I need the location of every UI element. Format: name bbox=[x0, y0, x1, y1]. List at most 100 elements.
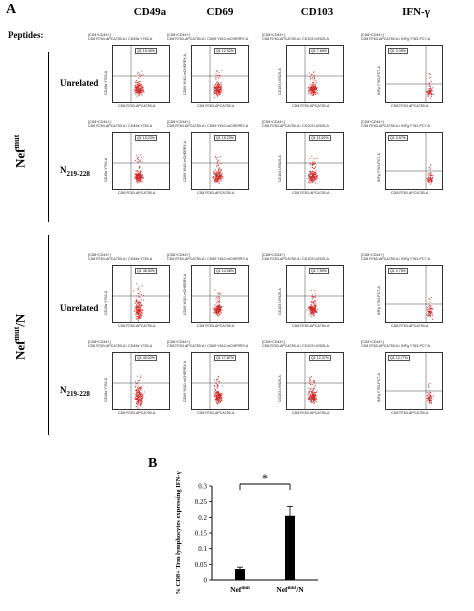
event-point bbox=[217, 394, 219, 396]
event-point bbox=[427, 311, 430, 313]
event-point bbox=[135, 298, 137, 300]
event-point bbox=[429, 92, 431, 94]
event-point bbox=[136, 182, 138, 184]
event-point bbox=[427, 398, 429, 400]
event-point bbox=[219, 91, 221, 93]
event-point bbox=[135, 307, 137, 309]
event-point bbox=[142, 294, 144, 296]
event-point bbox=[429, 305, 431, 307]
event-point bbox=[307, 396, 309, 398]
plot-x-label: CD8 R763-APCA750-A bbox=[197, 191, 235, 195]
event-point bbox=[214, 83, 216, 85]
event-point bbox=[215, 93, 218, 95]
event-point bbox=[138, 391, 140, 393]
event-point bbox=[221, 174, 223, 176]
event-point bbox=[220, 179, 222, 181]
plot-gate-title: [CD8+CD44+] CD8 R763-APCA750-A / INFg Y76… bbox=[361, 33, 430, 41]
event-point bbox=[312, 161, 314, 163]
event-point bbox=[432, 315, 434, 317]
event-point bbox=[219, 93, 221, 95]
event-point bbox=[314, 163, 317, 165]
event-point bbox=[140, 402, 142, 404]
event-point bbox=[135, 174, 137, 176]
event-point bbox=[137, 90, 139, 92]
event-point bbox=[138, 85, 140, 87]
event-point bbox=[307, 175, 310, 177]
event-point bbox=[216, 311, 218, 313]
event-point bbox=[433, 93, 435, 95]
event-point bbox=[136, 170, 138, 172]
event-point bbox=[135, 394, 138, 396]
event-point bbox=[430, 93, 432, 95]
event-point bbox=[135, 301, 137, 303]
event-point bbox=[308, 174, 310, 176]
event-point bbox=[136, 310, 138, 312]
event-point bbox=[217, 398, 219, 400]
event-point bbox=[215, 172, 217, 174]
event-point bbox=[310, 89, 313, 91]
event-point bbox=[218, 169, 220, 171]
event-point bbox=[215, 308, 217, 310]
event-point bbox=[215, 90, 217, 92]
event-point bbox=[216, 90, 218, 92]
event-point bbox=[137, 158, 139, 161]
bar bbox=[285, 515, 295, 580]
event-point bbox=[217, 315, 219, 317]
event-point bbox=[216, 387, 218, 389]
event-point bbox=[141, 394, 143, 396]
event-point bbox=[310, 306, 312, 309]
event-point bbox=[217, 70, 219, 72]
event-point bbox=[427, 180, 429, 182]
event-point bbox=[316, 157, 318, 159]
event-point bbox=[427, 92, 429, 94]
event-point bbox=[310, 309, 312, 311]
event-point bbox=[314, 398, 316, 400]
event-point bbox=[220, 312, 222, 314]
event-point bbox=[221, 85, 223, 88]
event-point bbox=[134, 396, 136, 398]
plot-gate: [CD8+CD44+] bbox=[88, 253, 111, 257]
plot-title: CD8 R763-APCA750-A / INFg Y763-PC7-A bbox=[361, 257, 431, 262]
event-point bbox=[138, 289, 140, 291]
event-point bbox=[139, 386, 141, 389]
event-point bbox=[136, 177, 138, 179]
event-point bbox=[429, 168, 431, 170]
event-point bbox=[215, 178, 217, 180]
event-point bbox=[218, 85, 220, 87]
event-point bbox=[312, 76, 314, 78]
event-point bbox=[312, 94, 315, 96]
plot-y-label: INFg Y763-PC7-A bbox=[377, 286, 381, 315]
event-point bbox=[139, 73, 141, 75]
event-point bbox=[310, 305, 312, 307]
plot-title: CD8 R763-APCA750-A / CD69 Y610-mCHERRY-A bbox=[167, 257, 249, 262]
event-point bbox=[310, 77, 312, 79]
event-point bbox=[139, 296, 141, 298]
event-point bbox=[428, 401, 430, 403]
event-point bbox=[214, 386, 216, 388]
event-point bbox=[430, 76, 432, 78]
plot-area: Q1 12,02% bbox=[191, 45, 249, 103]
event-point bbox=[314, 384, 316, 387]
event-point bbox=[136, 283, 138, 285]
event-point bbox=[138, 87, 140, 89]
event-point bbox=[141, 173, 143, 175]
plot-area: Q1 7,69% bbox=[286, 45, 344, 103]
panel-b-letter: B bbox=[148, 456, 158, 471]
plot-area: Q1 0,75% bbox=[385, 265, 443, 323]
plot-x-label: CD8 R763-APCA750-A bbox=[118, 191, 156, 195]
plot-title: CD8 R763-APCA750-A / CD49a Y763-A bbox=[88, 344, 153, 349]
event-point bbox=[427, 385, 429, 387]
event-point bbox=[219, 306, 222, 309]
event-point bbox=[316, 86, 318, 88]
event-point bbox=[219, 175, 221, 177]
event-point bbox=[218, 87, 221, 89]
event-point bbox=[214, 174, 217, 176]
plot-gate: [CD8+CD44+] bbox=[361, 120, 384, 124]
plot-area: Q1 15,23% bbox=[112, 132, 170, 190]
event-point bbox=[214, 179, 216, 181]
quadrant-percentage: Q1 12,02% bbox=[214, 48, 236, 54]
event-point bbox=[307, 174, 309, 176]
plot-x-label: CD8 R763-APCA750-A bbox=[292, 324, 330, 328]
event-point bbox=[315, 87, 317, 89]
event-point bbox=[310, 74, 313, 76]
